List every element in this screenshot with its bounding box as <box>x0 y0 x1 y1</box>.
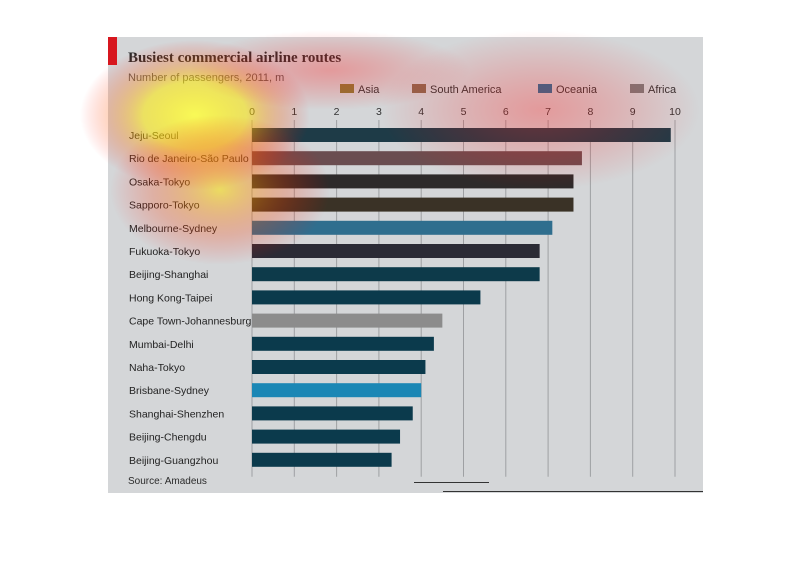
category-label: Fukuoka-Tokyo <box>129 246 200 258</box>
category-label: Hong Kong-Taipei <box>129 292 212 304</box>
x-tick-label: 0 <box>249 106 255 118</box>
x-tick-label: 3 <box>376 106 382 118</box>
category-label: Osaka-Tokyo <box>129 176 190 188</box>
bar <box>252 383 422 398</box>
bar <box>252 406 413 421</box>
bar <box>252 197 574 212</box>
legend-label: South America <box>430 84 502 96</box>
bar <box>252 290 481 305</box>
x-tick-label: 6 <box>503 106 509 118</box>
bar <box>252 174 574 189</box>
bar <box>252 267 540 282</box>
x-tick-label: 10 <box>669 106 681 118</box>
x-tick-label: 8 <box>587 106 593 118</box>
x-tick-label: 5 <box>461 106 467 118</box>
category-label: Mumbai-Delhi <box>129 339 194 351</box>
x-tick-label: 7 <box>545 106 551 118</box>
legend-swatch <box>630 84 644 93</box>
legend-label: Africa <box>648 84 677 96</box>
divider <box>414 482 489 483</box>
bar <box>252 336 434 351</box>
bar <box>252 128 671 142</box>
category-label: Rio de Janeiro-São Paulo <box>129 153 249 165</box>
bar <box>252 360 426 374</box>
legend-swatch <box>412 84 426 93</box>
bar <box>252 452 392 467</box>
category-label: Beijing-Shanghai <box>129 269 208 281</box>
bar <box>252 313 443 328</box>
category-label: Shanghai-Shenzhen <box>129 408 224 420</box>
legend-label: Asia <box>358 84 380 96</box>
bar <box>252 151 582 166</box>
legend-label: Oceania <box>556 84 598 96</box>
category-label: Melbourne-Sydney <box>129 223 218 235</box>
bar <box>252 429 401 444</box>
category-label: Jeju-Seoul <box>129 130 179 142</box>
x-tick-label: 9 <box>630 106 636 118</box>
chart-source: Source: Amadeus <box>128 476 207 487</box>
divider <box>443 491 703 492</box>
category-label: Cape Town-Johannesburg <box>129 316 252 328</box>
x-tick-label: 4 <box>418 106 424 118</box>
x-tick-label: 2 <box>334 106 340 118</box>
x-tick-label: 1 <box>291 106 297 118</box>
bar <box>252 244 540 258</box>
category-label: Beijing-Chengdu <box>129 432 207 444</box>
bar <box>252 220 553 235</box>
category-label: Naha-Tokyo <box>129 362 185 374</box>
legend-swatch <box>340 84 354 93</box>
category-label: Brisbane-Sydney <box>129 385 210 397</box>
category-label: Sapporo-Tokyo <box>129 200 200 212</box>
legend-swatch <box>538 84 552 93</box>
category-label: Beijing-Guangzhou <box>129 455 218 467</box>
